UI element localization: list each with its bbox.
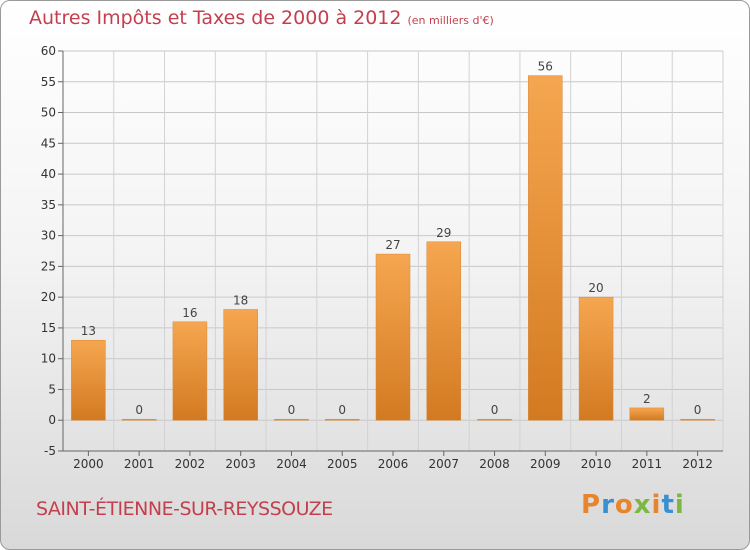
- chart-title: Autres Impôts et Taxes de 2000 à 2012 (en…: [29, 7, 494, 29]
- data-label: 20: [588, 281, 603, 295]
- y-tick-label: 60: [41, 44, 56, 58]
- x-tick-label: 2011: [632, 457, 663, 471]
- x-tick-label: 2000: [73, 457, 104, 471]
- data-label: 13: [81, 324, 96, 338]
- data-label: 0: [491, 403, 499, 417]
- x-tick-label: 2012: [682, 457, 713, 471]
- x-tick-label: 2001: [124, 457, 155, 471]
- y-tick-label: 45: [41, 136, 56, 150]
- bar: [375, 253, 411, 421]
- x-tick-label: 2005: [327, 457, 358, 471]
- data-label: 0: [135, 403, 143, 417]
- x-tick-label: 2003: [225, 457, 256, 471]
- y-tick-label: -5: [44, 444, 56, 458]
- y-tick-label: 15: [41, 321, 56, 335]
- logo-letter: x: [633, 490, 652, 520]
- y-tick-label: 0: [48, 413, 56, 427]
- bar: [426, 241, 462, 421]
- x-tick-label: 2002: [175, 457, 206, 471]
- proxiti-logo[interactable]: Proxiti: [581, 490, 685, 520]
- y-tick-label: 40: [41, 167, 56, 181]
- logo-letter: P: [581, 490, 602, 520]
- bar: [324, 418, 360, 421]
- bar: [223, 309, 258, 421]
- x-tick-label: 2008: [479, 457, 510, 471]
- bar: [71, 339, 106, 421]
- data-label: 16: [182, 306, 197, 320]
- data-label: 0: [338, 403, 346, 417]
- bar: [629, 407, 665, 421]
- x-tick-label: 2007: [428, 457, 459, 471]
- data-label: 27: [385, 238, 400, 252]
- y-tick-label: 5: [48, 382, 56, 396]
- data-label: 0: [288, 403, 296, 417]
- x-tick-label: 2010: [581, 457, 612, 471]
- y-tick-label: 55: [41, 75, 56, 89]
- logo-letter: i: [674, 490, 685, 520]
- y-tick-label: 10: [41, 352, 56, 366]
- bar: [477, 418, 512, 421]
- logo-letter: i: [651, 490, 662, 520]
- y-tick-label: 25: [41, 259, 56, 273]
- logo-letter: r: [601, 490, 615, 520]
- x-tick-label: 2009: [530, 457, 561, 471]
- bar: [578, 296, 614, 421]
- bar: [274, 418, 309, 421]
- bar: [528, 75, 563, 421]
- data-label: 29: [436, 226, 451, 240]
- x-tick-label: 2006: [378, 457, 409, 471]
- x-tick-label: 2004: [276, 457, 307, 471]
- bars: [71, 75, 715, 421]
- bar: [172, 321, 208, 421]
- y-tick-label: 50: [41, 106, 56, 120]
- title-text: Autres Impôts et Taxes de 2000 à 2012: [29, 7, 402, 29]
- logo-letter: t: [661, 490, 675, 520]
- y-tick-label: 30: [41, 229, 56, 243]
- y-tick-label: 35: [41, 198, 56, 212]
- bar: [121, 418, 157, 421]
- logo-letter: o: [614, 490, 634, 520]
- bar: [680, 418, 715, 421]
- chart-subtitle: (en milliers d'€): [407, 14, 494, 27]
- y-tick-label: 20: [41, 290, 56, 304]
- data-label: 56: [538, 60, 553, 74]
- commune-name: SAINT-ÉTIENNE-SUR-REYSSOUZE: [36, 498, 333, 520]
- data-label: 18: [233, 293, 248, 307]
- data-label: 2: [643, 392, 651, 406]
- data-label: 0: [694, 403, 702, 417]
